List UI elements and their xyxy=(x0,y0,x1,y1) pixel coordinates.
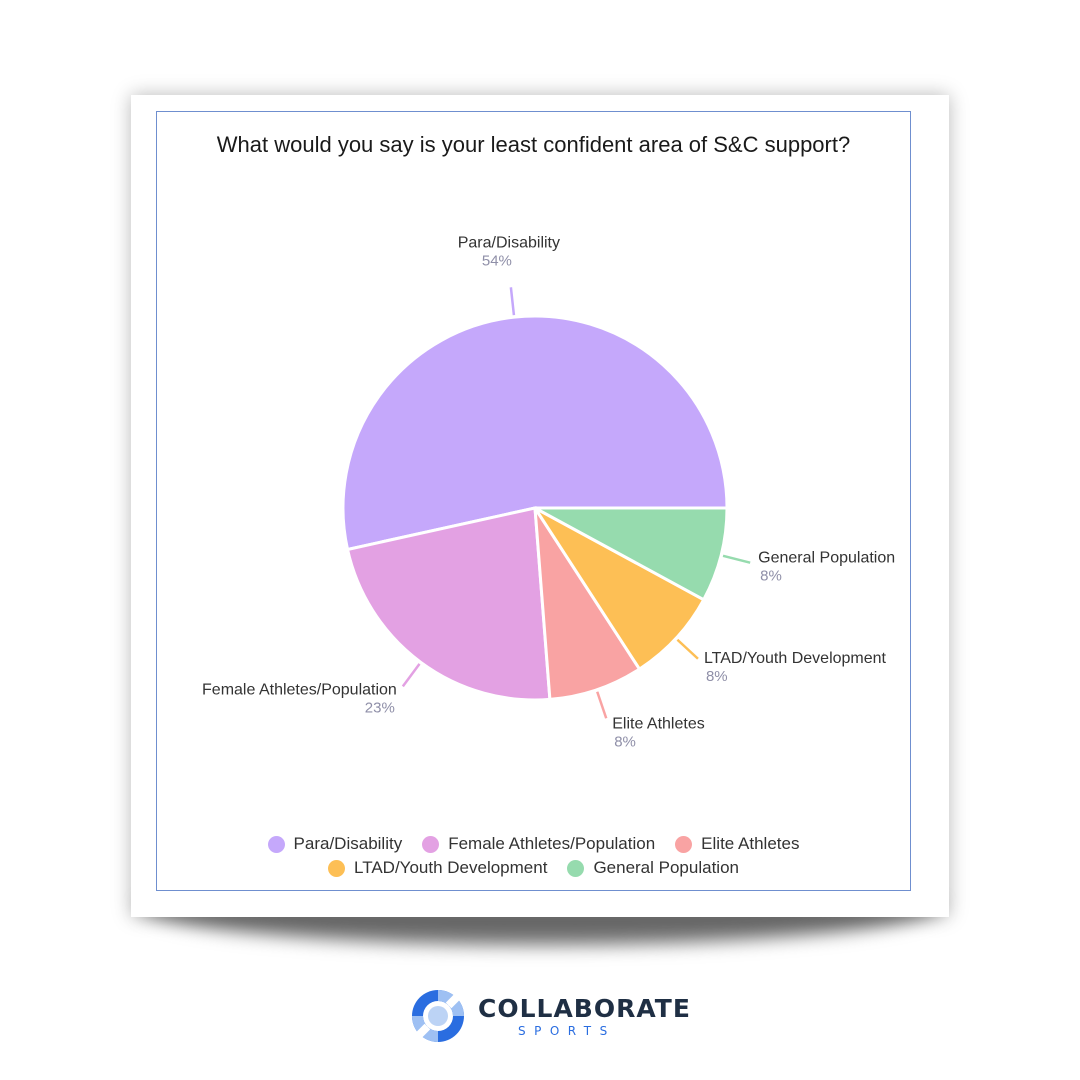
leader-line xyxy=(722,554,751,564)
leader-line xyxy=(596,691,608,719)
logo-icon xyxy=(412,990,464,1042)
legend-item[interactable]: General Population xyxy=(567,858,739,878)
slice-label: General Population xyxy=(758,550,895,567)
slice-percent-label: 8% xyxy=(614,733,636,750)
legend-label: General Population xyxy=(593,858,739,877)
slice-percent-label: 8% xyxy=(706,668,728,685)
legend-row: LTAD/Youth Development General Population xyxy=(157,858,910,878)
pie-slice-elite-athletes[interactable] xyxy=(533,507,642,702)
slice-label: Para/Disability xyxy=(458,234,560,251)
legend-swatch xyxy=(422,835,440,853)
leader-line xyxy=(401,663,421,688)
collaborate-sports-logo: COLLABORATE SPORTS xyxy=(410,988,691,1044)
legend-label: Female Athletes/Population xyxy=(448,834,656,853)
legend-swatch xyxy=(675,835,693,853)
slice-percent-label: 54% xyxy=(482,252,512,269)
legend-swatch xyxy=(267,835,285,853)
legend-label: LTAD/Youth Development xyxy=(354,858,548,877)
legend-swatch xyxy=(328,859,346,877)
pie-slice-para-disability[interactable] xyxy=(341,314,729,552)
legend-row: Para/Disability Female Athletes/Populatio… xyxy=(157,834,910,854)
pie-slice-general-population[interactable] xyxy=(534,506,729,602)
slice-label: Elite Athletes xyxy=(612,715,705,732)
legend-label: Elite Athletes xyxy=(701,834,800,853)
pie-slice-female-athletes-population[interactable] xyxy=(345,506,552,702)
chart-legend: Para/Disability Female Athletes/Populatio… xyxy=(157,834,910,882)
legend-swatch xyxy=(567,859,585,877)
legend-item[interactable]: Para/Disability xyxy=(267,834,403,854)
logo-wordmark: COLLABORATE xyxy=(478,993,691,1023)
chart-frame: What would you say is your least confide… xyxy=(156,111,911,891)
slice-label: LTAD/Youth Development xyxy=(704,650,887,667)
legend-label: Para/Disability xyxy=(293,834,403,853)
slice-percent-label: 8% xyxy=(760,568,782,585)
chart-title: What would you say is your least confide… xyxy=(216,132,851,157)
slice-percent-label: 23% xyxy=(365,699,395,716)
legend-item[interactable]: Female Athletes/Population xyxy=(422,834,655,854)
legend-item[interactable]: Elite Athletes xyxy=(675,834,799,854)
logo-subtitle: SPORTS xyxy=(518,1023,616,1038)
leader-line xyxy=(676,638,699,660)
legend-item[interactable]: LTAD/Youth Development xyxy=(328,858,547,878)
slice-label: Female Athletes/Population xyxy=(202,681,397,698)
leader-line xyxy=(509,287,516,316)
pie-slice-ltad-youth-development[interactable] xyxy=(533,506,706,672)
